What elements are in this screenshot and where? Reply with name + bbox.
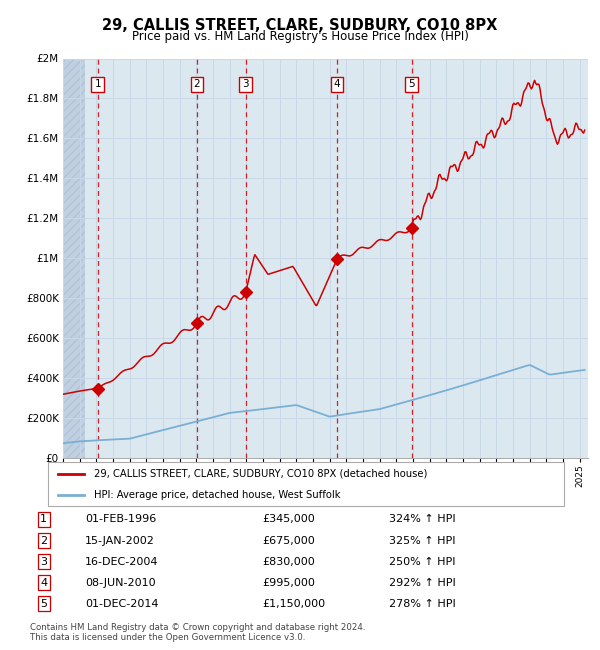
Text: 29, CALLIS STREET, CLARE, SUDBURY, CO10 8PX (detached house): 29, CALLIS STREET, CLARE, SUDBURY, CO10 … xyxy=(94,469,428,479)
Text: This data is licensed under the Open Government Licence v3.0.: This data is licensed under the Open Gov… xyxy=(30,633,305,642)
Text: 292% ↑ HPI: 292% ↑ HPI xyxy=(389,578,455,588)
Text: HPI: Average price, detached house, West Suffolk: HPI: Average price, detached house, West… xyxy=(94,489,341,500)
Text: 01-FEB-1996: 01-FEB-1996 xyxy=(85,515,157,525)
Text: 278% ↑ HPI: 278% ↑ HPI xyxy=(389,599,455,608)
Text: 5: 5 xyxy=(40,599,47,608)
Text: 325% ↑ HPI: 325% ↑ HPI xyxy=(389,536,455,545)
Text: Price paid vs. HM Land Registry's House Price Index (HPI): Price paid vs. HM Land Registry's House … xyxy=(131,30,469,43)
Bar xyxy=(63,58,85,458)
Text: 2: 2 xyxy=(40,536,47,545)
Text: 250% ↑ HPI: 250% ↑ HPI xyxy=(389,556,455,567)
Text: 3: 3 xyxy=(242,79,249,90)
Text: 2: 2 xyxy=(194,79,200,90)
Text: 01-DEC-2014: 01-DEC-2014 xyxy=(85,599,158,608)
Text: £1,150,000: £1,150,000 xyxy=(262,599,325,608)
Text: Contains HM Land Registry data © Crown copyright and database right 2024.: Contains HM Land Registry data © Crown c… xyxy=(30,623,365,632)
Text: £675,000: £675,000 xyxy=(262,536,314,545)
Text: £345,000: £345,000 xyxy=(262,515,314,525)
Text: 29, CALLIS STREET, CLARE, SUDBURY, CO10 8PX: 29, CALLIS STREET, CLARE, SUDBURY, CO10 … xyxy=(103,18,497,33)
Text: 08-JUN-2010: 08-JUN-2010 xyxy=(85,578,156,588)
Text: 16-DEC-2004: 16-DEC-2004 xyxy=(85,556,158,567)
Text: 1: 1 xyxy=(94,79,101,90)
Text: 4: 4 xyxy=(40,578,47,588)
Text: 4: 4 xyxy=(334,79,340,90)
Text: 1: 1 xyxy=(40,515,47,525)
Text: 324% ↑ HPI: 324% ↑ HPI xyxy=(389,515,455,525)
Text: 5: 5 xyxy=(409,79,415,90)
Text: 3: 3 xyxy=(40,556,47,567)
Text: 15-JAN-2002: 15-JAN-2002 xyxy=(85,536,155,545)
Text: £995,000: £995,000 xyxy=(262,578,315,588)
Text: £830,000: £830,000 xyxy=(262,556,314,567)
